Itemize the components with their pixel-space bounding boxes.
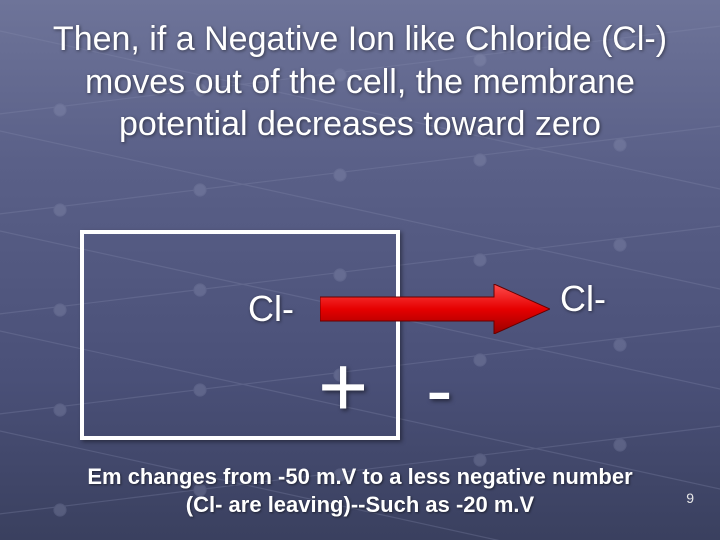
arrow-icon [320, 284, 550, 334]
chloride-label-outside: Cl- [560, 278, 606, 320]
chloride-label-inside: Cl- [248, 288, 294, 330]
membrane-diagram: Cl- Cl- + - [0, 222, 720, 452]
slide-title: Then, if a Negative Ion like Chloride (C… [0, 18, 720, 146]
minus-sign: - [426, 344, 453, 436]
footer-text: Em changes from -50 m.V to a less negati… [0, 463, 720, 520]
slide-content: Then, if a Negative Ion like Chloride (C… [0, 0, 720, 540]
slide-number: 9 [686, 490, 694, 506]
footer-line1: Em changes from -50 m.V to a less negati… [87, 464, 632, 489]
footer-line2: (Cl- are leaving)--Such as -20 m.V [186, 492, 534, 517]
plus-sign: + [318, 338, 368, 437]
